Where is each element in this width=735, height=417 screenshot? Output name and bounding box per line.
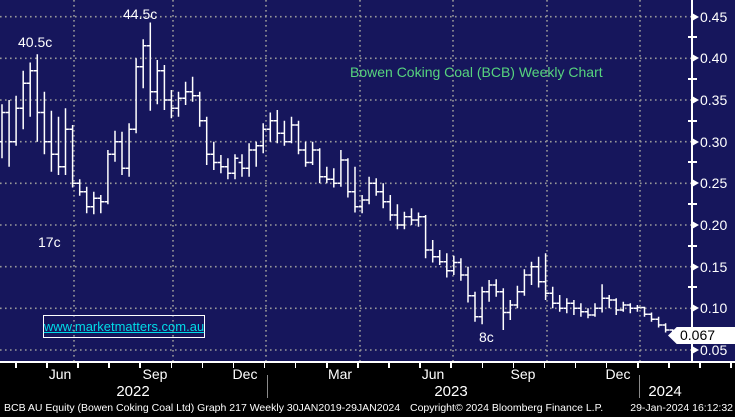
- y-tick-label: 0.35: [700, 91, 728, 108]
- last-price-flag: 0.067: [668, 327, 735, 344]
- marketmatters-link[interactable]: www.marketmatters.com.au: [43, 319, 205, 334]
- y-tick-arrow-icon: [692, 304, 699, 313]
- y-tick-label: 0.40: [700, 50, 728, 67]
- y-tick-arrow-icon: [692, 346, 699, 354]
- price-annotation: 44.5c: [123, 6, 158, 22]
- y-minor-tick: [688, 244, 697, 247]
- x-minor-tick: [294, 363, 297, 368]
- x-minor-tick: [481, 363, 483, 368]
- footer-bar: BCB AU Equity (Bowen Coking Coal Ltd) Gr…: [0, 401, 735, 417]
- x-minor-tick: [201, 363, 204, 368]
- x-minor-tick: [605, 363, 608, 368]
- price-chart-svg: [0, 0, 692, 363]
- x-minor-tick: [543, 363, 546, 368]
- x-minor-tick: [232, 363, 235, 368]
- y-tick-label: 0.15: [700, 258, 728, 275]
- y-tick-label: 0.20: [700, 216, 728, 233]
- x-minor-tick: [357, 363, 359, 368]
- x-minor-tick: [450, 363, 452, 368]
- y-minor-tick: [688, 78, 697, 81]
- x-year-label: 2023: [434, 383, 468, 400]
- x-minor-tick: [668, 363, 670, 368]
- x-month-label: Dec: [232, 366, 258, 382]
- last-price-value: 0.067: [680, 327, 716, 343]
- x-minor-tick: [15, 363, 17, 368]
- x-minor-tick: [388, 363, 390, 368]
- footer-timestamp: 29-Jan-2024 16:12:32: [630, 402, 733, 414]
- y-tick-arrow-icon: [692, 220, 699, 229]
- price-annotation: 17c: [38, 234, 61, 250]
- x-month-label: Jun: [48, 366, 72, 382]
- y-tick-arrow-icon: [692, 95, 699, 104]
- y-tick-label: 0.05: [700, 342, 728, 358]
- y-tick-arrow-icon: [692, 12, 699, 21]
- y-tick-label: 0.25: [700, 175, 728, 192]
- year-separator: [639, 375, 640, 398]
- x-minor-tick: [46, 363, 48, 368]
- x-year-label: 2024: [648, 383, 682, 400]
- y-minor-tick: [688, 161, 697, 164]
- x-axis-and-footer: Jun Sep Dec Mar Jun Sep Dec 2022 2023 2024 BCB AU…: [0, 361, 735, 417]
- y-tick-arrow-icon: [692, 179, 699, 188]
- x-month-label: Dec: [605, 366, 631, 382]
- x-minor-tick: [574, 363, 577, 368]
- footer-security-info: BCB AU Equity (Bowen Coking Coal Ltd) Gr…: [4, 402, 401, 414]
- footer-copyright: Copyright© 2024 Bloomberg Finance L.P.: [410, 402, 604, 414]
- y-minor-tick: [688, 203, 697, 206]
- x-minor-tick: [139, 363, 141, 368]
- x-minor-tick: [419, 363, 421, 368]
- x-minor-tick: [699, 363, 701, 368]
- x-month-label: Sep: [142, 366, 168, 382]
- x-minor-tick: [730, 363, 732, 368]
- x-minor-tick: [263, 363, 266, 368]
- y-minor-tick: [688, 36, 697, 39]
- y-tick-label: 0.30: [700, 133, 728, 150]
- x-month-label: Sep: [510, 366, 536, 382]
- y-tick-label: 0.10: [700, 300, 728, 317]
- y-tick-arrow-icon: [692, 262, 699, 271]
- ohlc-bars: [0, 22, 677, 339]
- price-annotation: 40.5c: [18, 34, 53, 50]
- chart-plot-area: Bowen Coking Coal (BCB) Weekly Chart www…: [0, 0, 735, 363]
- y-minor-tick: [688, 286, 697, 289]
- chart-title: Bowen Coking Coal (BCB) Weekly Chart: [350, 64, 603, 80]
- y-tick-arrow-icon: [692, 137, 699, 146]
- year-separator: [267, 375, 268, 398]
- price-annotation: 8c: [479, 329, 494, 345]
- x-month-label: Jun: [421, 366, 445, 382]
- watermark-box: www.marketmatters.com.au: [43, 315, 205, 338]
- x-month-label: Mar: [327, 366, 353, 382]
- x-minor-tick: [512, 363, 515, 368]
- x-minor-tick: [170, 363, 172, 368]
- x-minor-tick: [637, 363, 639, 368]
- y-minor-tick: [688, 119, 697, 122]
- x-minor-tick: [77, 363, 79, 368]
- y-tick-arrow-icon: [692, 54, 699, 63]
- y-tick-label: 0.45: [700, 8, 728, 25]
- x-minor-tick: [108, 363, 110, 368]
- x-year-label: 2022: [116, 383, 150, 400]
- x-minor-tick: [326, 363, 328, 368]
